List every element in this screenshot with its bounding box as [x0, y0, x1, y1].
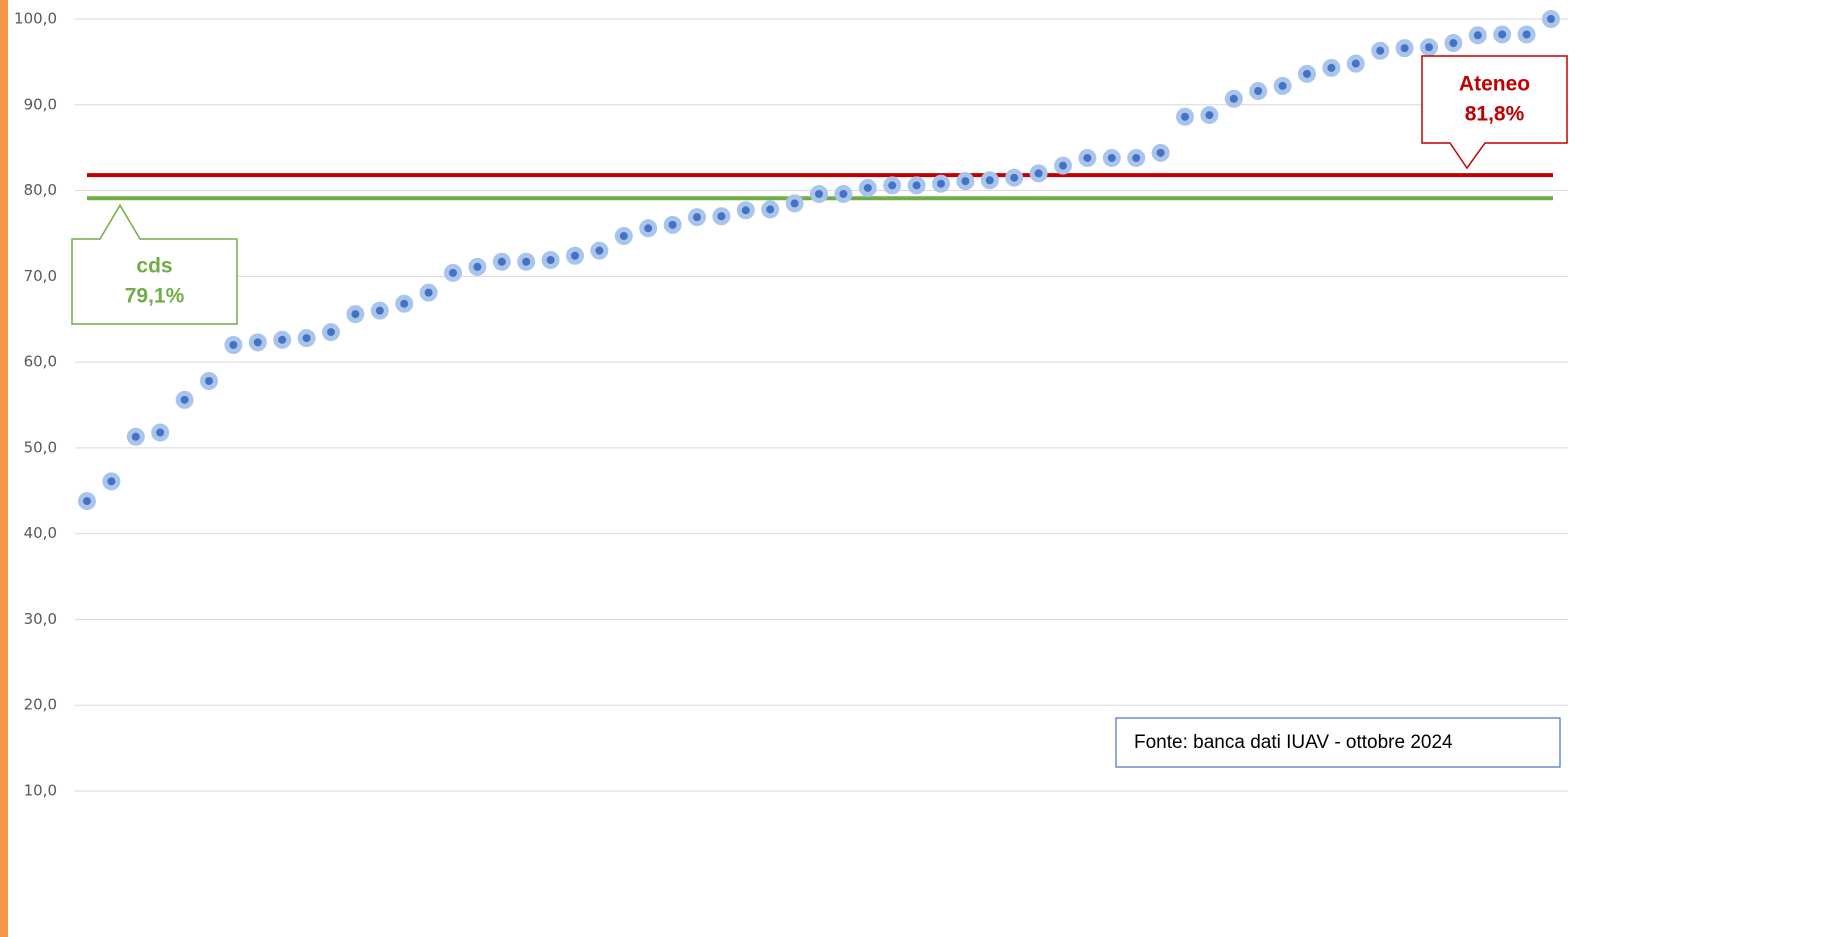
- point: [492, 252, 511, 271]
- callout-name: cds: [136, 255, 172, 278]
- left-strip: [0, 0, 8, 937]
- source-note: Fonte: banca dati IUAV - ottobre 2024: [1134, 732, 1453, 753]
- point: [273, 330, 292, 349]
- point: [858, 178, 877, 197]
- y-tick-label: 80,0: [24, 181, 57, 199]
- callout-value: 79,1%: [125, 284, 185, 307]
- point: [688, 208, 706, 227]
- point: [102, 472, 121, 491]
- point: [1493, 25, 1512, 44]
- point: [444, 263, 462, 282]
- point: [151, 423, 170, 442]
- point: [78, 492, 96, 511]
- callout-box: [1421, 55, 1568, 170]
- point: [980, 171, 999, 190]
- point: [1298, 64, 1316, 83]
- point: [761, 200, 780, 219]
- point: [1102, 148, 1121, 167]
- point: [1029, 164, 1048, 183]
- y-tick-label: 60,0: [24, 353, 57, 371]
- y-tick-label: 90,0: [24, 95, 57, 113]
- point: [932, 174, 950, 193]
- point: [1273, 76, 1292, 95]
- point: [1517, 25, 1536, 44]
- point: [297, 329, 316, 348]
- point: [1371, 41, 1390, 60]
- point: [1176, 107, 1194, 126]
- point: [395, 294, 414, 313]
- point: [639, 219, 658, 238]
- point: [419, 283, 438, 302]
- point: [248, 333, 267, 352]
- point: [541, 251, 560, 270]
- y-tick-label: 20,0: [24, 696, 57, 714]
- point: [663, 215, 682, 234]
- point: [322, 323, 340, 342]
- point: [1224, 89, 1243, 108]
- point: [517, 252, 536, 271]
- point: [468, 257, 487, 276]
- point: [1200, 106, 1219, 125]
- point: [1054, 156, 1072, 175]
- point: [1444, 34, 1463, 53]
- callout-box: [71, 203, 238, 325]
- point: [126, 427, 145, 446]
- y-tick-label: 70,0: [24, 267, 57, 285]
- point: [1078, 148, 1097, 167]
- point: [1127, 148, 1146, 167]
- y-tick-label: 10,0: [24, 782, 57, 800]
- y-tick-label: 50,0: [24, 438, 57, 456]
- point: [785, 194, 804, 213]
- point: [1151, 143, 1170, 162]
- point: [712, 207, 731, 226]
- point: [1005, 168, 1024, 187]
- point: [566, 246, 584, 265]
- point: [956, 172, 975, 191]
- point: [883, 176, 902, 195]
- point: [614, 227, 633, 246]
- point: [224, 335, 243, 354]
- point: [810, 184, 828, 203]
- point: [370, 301, 389, 320]
- point: [346, 305, 365, 324]
- point: [1468, 26, 1487, 45]
- point: [736, 201, 755, 220]
- point: [200, 371, 218, 390]
- source-box: [1115, 717, 1561, 768]
- point: [175, 390, 194, 409]
- point: [590, 241, 609, 260]
- callout-value: 81,8%: [1465, 103, 1525, 126]
- point: [834, 184, 853, 203]
- point: [1420, 38, 1438, 57]
- point: [1249, 82, 1268, 101]
- y-tick-label: 40,0: [24, 524, 57, 542]
- point: [907, 176, 926, 195]
- point: [1542, 10, 1560, 28]
- point: [1395, 39, 1414, 58]
- y-tick-label: 30,0: [24, 610, 57, 628]
- callout-name: Ateneo: [1459, 72, 1530, 95]
- point: [1322, 58, 1341, 77]
- point: [1346, 54, 1365, 73]
- y-tick-label: 100,0: [14, 10, 57, 28]
